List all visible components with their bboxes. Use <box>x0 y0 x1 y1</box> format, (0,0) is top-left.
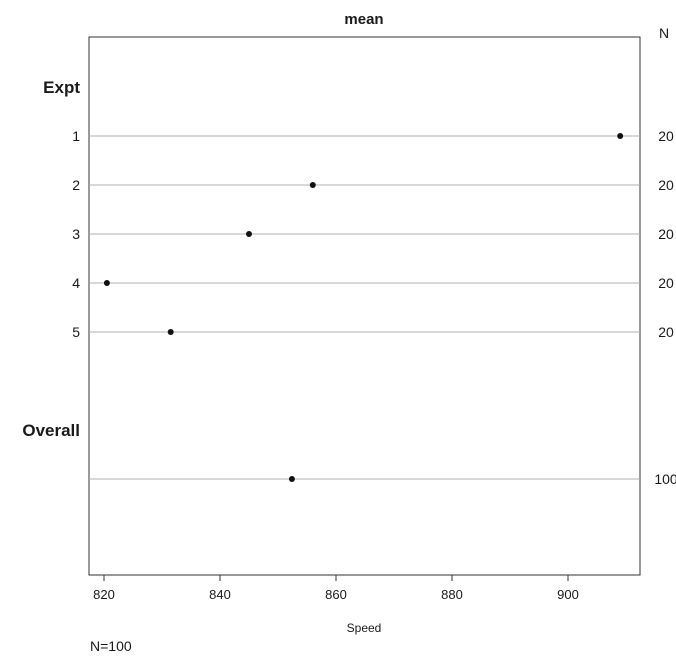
x-tick-label: 900 <box>557 587 579 602</box>
data-point <box>617 133 624 139</box>
n-label: 20 <box>658 226 674 242</box>
row-label: 5 <box>72 324 80 340</box>
row-label: 1 <box>72 128 80 144</box>
x-axis: 820 840 860 880 900 <box>93 575 579 602</box>
plot-frame <box>88 36 641 576</box>
x-tick-label: 840 <box>209 587 231 602</box>
data-point <box>288 476 295 482</box>
data-point <box>246 231 252 237</box>
x-tick-label: 860 <box>325 587 347 602</box>
chart-title: mean <box>344 11 383 28</box>
n-label: 20 <box>658 128 674 144</box>
n-column-header: N <box>659 25 669 41</box>
data-point <box>309 182 316 188</box>
n-label: 20 <box>658 324 674 340</box>
n-label: 20 <box>658 177 674 193</box>
chart-rows: Expt 1 20 2 20 3 20 4 20 5 20 Overall 100 <box>22 78 676 487</box>
footnote: N=100 <box>90 638 132 652</box>
x-tick-label: 820 <box>93 587 115 602</box>
n-label: 20 <box>658 275 674 291</box>
data-point <box>167 329 174 335</box>
data-point <box>103 280 110 286</box>
row-label: 4 <box>72 275 80 291</box>
x-axis-label: Speed <box>347 621 382 635</box>
row-label: 2 <box>72 177 80 193</box>
n-label: 100 <box>654 471 676 487</box>
group-label: Overall <box>22 421 80 440</box>
group-label: Expt <box>43 78 80 97</box>
row-label: 3 <box>72 226 80 242</box>
x-tick-label: 880 <box>441 587 463 602</box>
